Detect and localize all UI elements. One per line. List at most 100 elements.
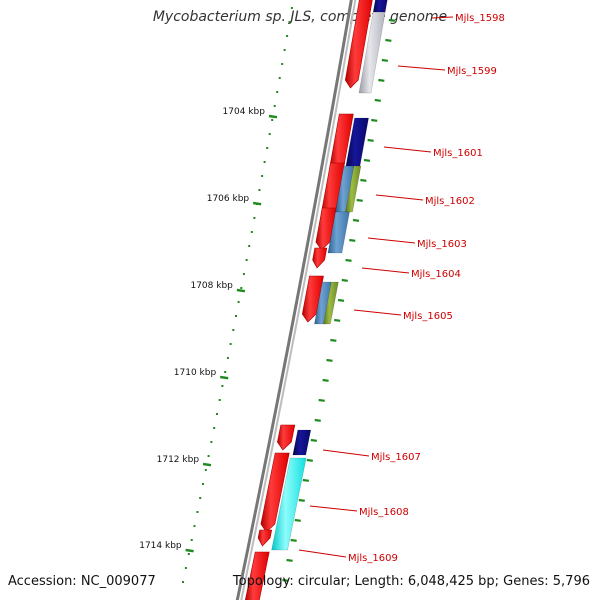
gene-arrow-forward (257, 529, 273, 547)
gene-label-leader (361, 267, 410, 274)
scale-dot-right (341, 278, 348, 282)
gene-label-leader (298, 549, 347, 558)
gene-label: Mjls_1609 (348, 553, 398, 564)
scale-tick (185, 548, 194, 553)
scale-dot-right (345, 258, 352, 262)
scale-dot (242, 273, 245, 275)
scale-dot (266, 147, 269, 149)
gene-block-silver (358, 11, 386, 94)
scale-dot (229, 343, 232, 345)
scale-dot (278, 77, 281, 79)
gene-arrow-forward (312, 247, 328, 269)
scale-dot-right (337, 298, 345, 302)
genome-summary-text: Topology: circular; Length: 6,048,425 bp… (232, 574, 590, 589)
gene-label-leader (397, 65, 446, 71)
gene-block-steel (327, 211, 350, 254)
scale-dot-right (326, 358, 333, 362)
scale-tick (220, 375, 229, 380)
gene-label-leader (322, 449, 370, 457)
scale-dot-right (381, 58, 389, 62)
gene-label: Mjls_1605 (403, 311, 453, 322)
scale-dot (273, 105, 276, 107)
scale-dot-right (286, 558, 293, 562)
scale-dot-right (298, 498, 305, 502)
scale-dot (271, 119, 274, 121)
scale-dot-right (360, 178, 367, 182)
scale-dot (253, 217, 256, 219)
scale-label: 1712 kbp (157, 455, 200, 465)
gene-label: Mjls_1603 (417, 239, 467, 250)
scale-dot (210, 441, 213, 443)
scale-dot (263, 161, 266, 163)
scale-dot (199, 497, 202, 499)
gene-label: Mjls_1608 (359, 507, 409, 518)
gene-label-leader (375, 194, 424, 201)
scale-dot-right (352, 218, 360, 222)
gene-label: Mjls_1602 (425, 196, 475, 207)
gene-labels: Mjls_1598 Mjls_1599 Mjls_1601 Mjls_1602 Mjls… (298, 13, 505, 564)
gene-label-leader (353, 309, 402, 316)
scale-dot-right (334, 318, 341, 322)
scale-dot (232, 329, 235, 331)
scale-dot (218, 399, 221, 401)
accession-text: Accession: NC_009077 (8, 574, 156, 589)
gene-label: Mjls_1601 (433, 148, 483, 159)
scale-label: 1704 kbp (223, 107, 266, 117)
scale-dot (276, 91, 279, 93)
gene-label: Mjls_1607 (371, 452, 421, 463)
scale-dot (196, 511, 199, 513)
scale-dot (182, 581, 184, 583)
scale-dot-right (349, 238, 356, 242)
scale-label: 1714 kbp (139, 541, 182, 551)
scale-dot-right (371, 118, 378, 122)
gene-label-leader (431, 16, 454, 19)
scale-tick (236, 288, 246, 293)
scale-dot-right (385, 38, 392, 42)
scale-dot (261, 175, 264, 177)
scale-dot (281, 63, 284, 65)
scale-dot (226, 357, 229, 359)
scale-tick (252, 201, 262, 206)
scale-label: 1706 kbp (207, 194, 250, 204)
scale-dot-right (302, 478, 309, 482)
gene-features (245, 0, 388, 600)
scale-dot-right (282, 578, 289, 582)
gene-block-navy (292, 429, 312, 456)
scale-dot-right (378, 78, 385, 82)
scale-dot (235, 315, 237, 317)
gene-label-leader (309, 505, 358, 512)
scale-dot (204, 469, 207, 471)
scale-dot-right (310, 438, 317, 442)
backbone-outer (235, 0, 353, 600)
scale-dot (237, 301, 240, 303)
backbone-inner (240, 0, 357, 600)
scale-label: 1708 kbp (190, 281, 233, 291)
scale-ruler: 1704 kbp 1706 kbp 1708 kbp 1710 kbp 1712 kbp… (139, 7, 395, 583)
scale-dot (202, 483, 204, 485)
scale-dot (207, 455, 210, 457)
gene-label-leader (367, 237, 416, 244)
scale-dot (258, 189, 261, 191)
gene-block-cyan (271, 457, 307, 551)
gene-arrow-forward (277, 424, 296, 451)
gene-block-olive (345, 165, 362, 213)
scale-dot-right (388, 18, 395, 22)
scale-dot-right (374, 98, 381, 102)
scale-dot-right (356, 198, 363, 202)
gene-label: Mjls_1604 (411, 269, 461, 280)
gene-block-navy (372, 0, 388, 13)
scale-dot (240, 287, 243, 289)
gene-arrow-forward (260, 452, 290, 533)
gene-label: Mjls_1598 (455, 13, 505, 24)
gene-arrow-forward (245, 551, 270, 600)
scale-dot (193, 525, 196, 527)
scale-dot (245, 259, 248, 261)
gene-label-leader (383, 146, 432, 153)
scale-dot (190, 539, 193, 541)
scale-dot (286, 35, 289, 37)
scale-dot (184, 567, 187, 569)
scale-dot (268, 133, 271, 135)
scale-dot-right (290, 538, 297, 542)
scale-dot-right (314, 418, 321, 422)
scale-tick (202, 462, 212, 467)
